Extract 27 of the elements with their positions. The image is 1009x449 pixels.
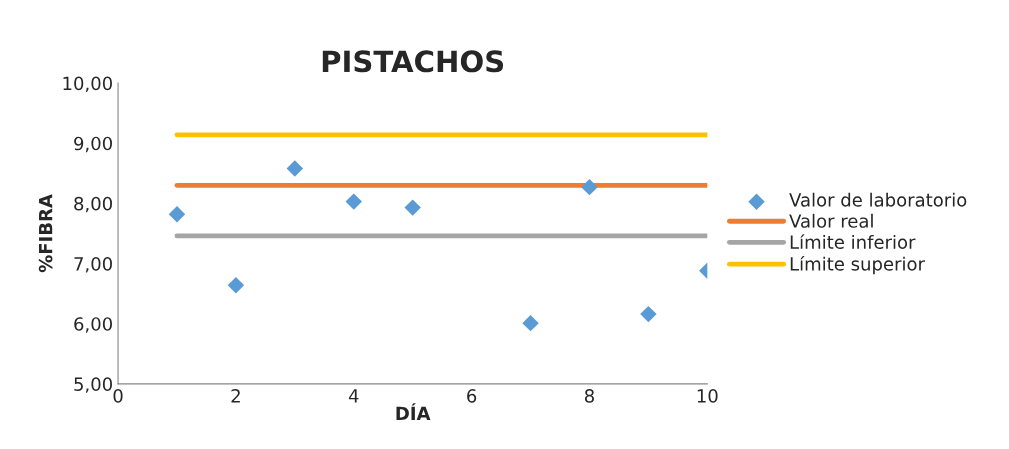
legend-label: Valor real xyxy=(789,213,873,228)
point xyxy=(522,314,539,332)
point xyxy=(581,178,598,196)
y-tick-label: 9,00 xyxy=(74,136,112,153)
x-tick-label: 0 xyxy=(113,389,123,403)
legend-label: Límite superior xyxy=(790,256,925,275)
y-tick-label: 6,00 xyxy=(74,317,112,333)
x-tick-label: 4 xyxy=(348,389,359,403)
y-tick-label: 10,00 xyxy=(63,76,112,93)
y-axis-title: %FIBRA xyxy=(38,194,53,273)
point xyxy=(227,277,245,294)
legend-label: Límite inferior xyxy=(790,234,916,249)
y-tick-label: 8,00 xyxy=(74,196,112,213)
point xyxy=(286,160,304,177)
x-tick-label: 10 xyxy=(697,389,718,403)
x-tick-label: 6 xyxy=(467,389,477,403)
x-tick-label: 2 xyxy=(231,389,240,403)
point xyxy=(404,199,421,216)
x-axis-title: DÍA xyxy=(396,403,431,420)
y-tick-label: 7,00 xyxy=(74,257,112,273)
point xyxy=(640,305,657,323)
point xyxy=(168,206,186,223)
x-tick-label: 8 xyxy=(584,389,594,403)
y-tick-label: 5,00 xyxy=(74,377,112,393)
point xyxy=(345,193,362,210)
chart-title: PISTACHOS xyxy=(322,50,504,73)
legend-label: Valor de laboratorio xyxy=(789,192,967,207)
